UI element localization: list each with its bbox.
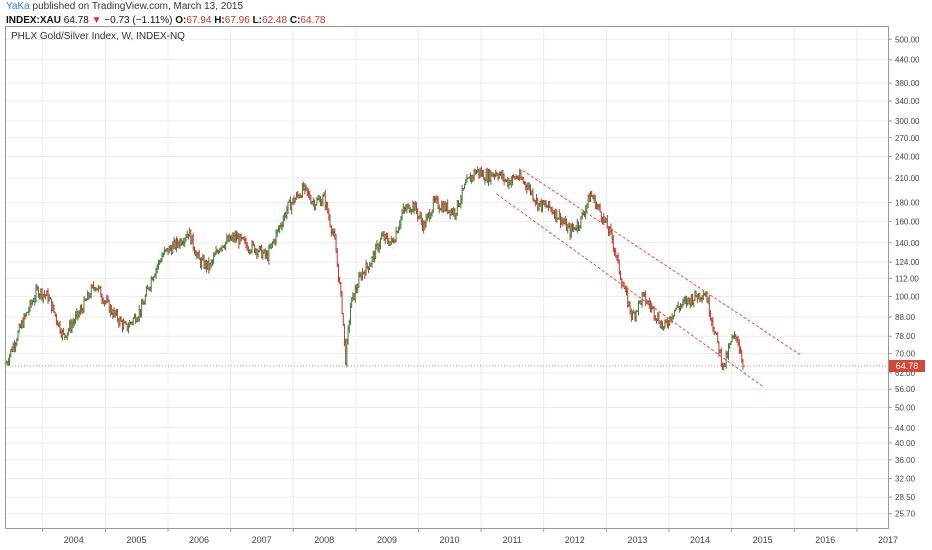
channel-upper-trendline (522, 170, 803, 357)
last-price: 64.78 (63, 15, 89, 26)
y-tick-label: 270.00 (895, 134, 920, 143)
low-label: L: (252, 15, 263, 26)
x-tick-label: 2015 (753, 535, 773, 545)
x-tick-label: 2014 (690, 535, 710, 545)
y-tick-label: 380.00 (895, 79, 920, 88)
close-label: C: (289, 15, 301, 26)
x-tick-label: 2009 (377, 535, 397, 545)
x-tick-label: 2012 (565, 535, 585, 545)
y-tick-label: 44.00 (895, 424, 916, 433)
y-tick-label: 300.00 (895, 117, 920, 126)
x-tick-label: 2011 (502, 535, 521, 545)
x-tick-label: 2013 (627, 535, 647, 545)
ticker-line: INDEX:XAU 64.78 ▼ −0.73 (−1.11%) O:67.94… (6, 15, 325, 27)
username-link[interactable]: YaKa (6, 1, 30, 12)
x-tick-label: 2008 (314, 535, 334, 545)
y-tick-label: 62.00 (895, 369, 916, 378)
y-tick-label: 440.00 (895, 56, 920, 65)
price-change: −0.73 (−1.11%) (104, 15, 173, 26)
y-tick-label: 25.70 (895, 510, 916, 519)
x-tick-label: 2004 (64, 535, 84, 545)
last-price-badge: 64.78 (889, 359, 925, 372)
y-tick-label: 28.50 (895, 493, 916, 502)
y-tick-label: 112.00 (895, 274, 919, 283)
y-tick-label: 36.00 (895, 456, 916, 465)
y-tick-label: 180.00 (895, 199, 920, 208)
y-tick-label: 56.00 (895, 385, 916, 394)
y-tick-label: 50.00 (895, 403, 916, 412)
published-text: published on TradingView.com, March 13, … (32, 1, 244, 12)
open-value: 67.94 (186, 15, 212, 26)
y-tick-label: 500.00 (895, 35, 920, 44)
x-tick-label: 2007 (252, 535, 272, 545)
open-label: O: (175, 15, 187, 26)
publisher-line: YaKa published on TradingView.com, March… (6, 1, 243, 13)
y-tick-label: 78.00 (895, 332, 916, 341)
high-label: H: (214, 15, 225, 26)
y-tick-label: 140.00 (895, 239, 920, 248)
down-arrow-icon: ▼ (91, 15, 102, 26)
x-tick-label: 2010 (440, 535, 460, 545)
x-tick-label: 2005 (126, 535, 146, 545)
y-tick-label: 124.00 (895, 258, 920, 267)
y-tick-label: 100.00 (895, 293, 920, 302)
x-tick-label: 2006 (189, 535, 209, 545)
symbol-label: INDEX:XAU (6, 15, 62, 26)
high-value: 67.96 (224, 15, 250, 26)
y-tick-label: 210.00 (895, 174, 920, 183)
y-tick-label: 32.00 (895, 475, 916, 484)
channel-lower-trendline (496, 193, 763, 387)
y-tick-label: 160.00 (895, 217, 920, 226)
low-value: 62.48 (262, 15, 288, 26)
chart-title: PHLX Gold/Silver Index, W, INDEX-NQ (11, 31, 185, 42)
y-tick-label: 240.00 (895, 153, 920, 162)
x-tick-label: 2016 (815, 535, 835, 545)
close-value: 64.78 (300, 15, 326, 26)
y-tick-label: 340.00 (895, 97, 920, 106)
y-tick-label: 40.00 (895, 439, 916, 448)
y-tick-label: 88.00 (895, 313, 916, 322)
y-tick-label: 70.00 (895, 350, 916, 359)
x-tick-label: 2017 (878, 535, 898, 545)
